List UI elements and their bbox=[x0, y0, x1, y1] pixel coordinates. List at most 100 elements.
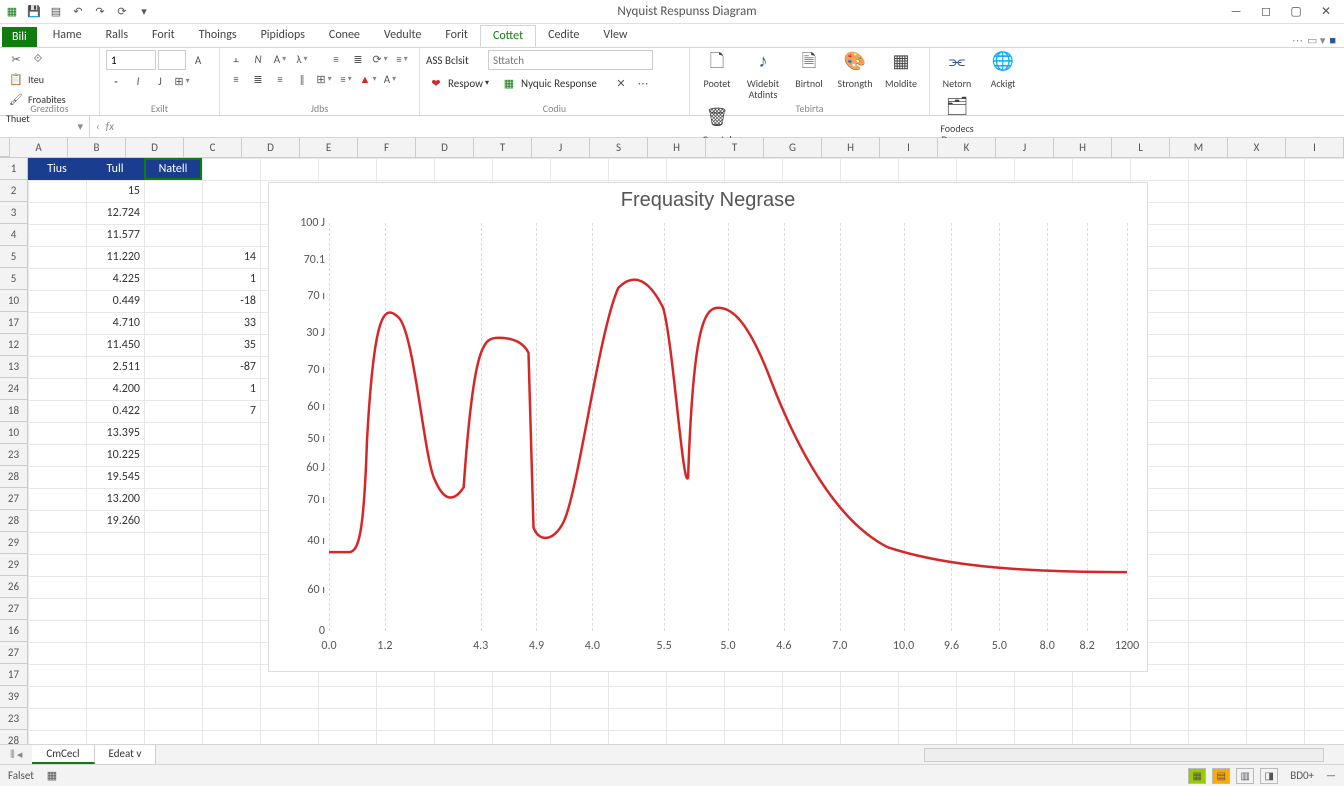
format-icon[interactable]: ≡ bbox=[336, 70, 356, 88]
col-header[interactable]: H bbox=[1054, 138, 1112, 157]
netorn-button[interactable]: ⫘Netorn bbox=[936, 50, 978, 91]
align-icon[interactable]: λ bbox=[292, 50, 312, 68]
save-icon[interactable]: 💾 bbox=[26, 4, 42, 20]
tab-hame[interactable]: Hame bbox=[41, 25, 94, 47]
align-icon[interactable]: N bbox=[248, 50, 268, 68]
copy-icon[interactable]: 📋 bbox=[6, 70, 26, 88]
row-header[interactable]: 27 bbox=[0, 598, 28, 620]
row-header[interactable]: 29 bbox=[0, 532, 28, 554]
cut-icon[interactable]: ✂ bbox=[6, 50, 26, 68]
table-cell[interactable]: 4.225 bbox=[86, 268, 144, 290]
col-header[interactable]: L bbox=[1112, 138, 1170, 157]
col-header[interactable]: T bbox=[474, 138, 532, 157]
increase-icon[interactable]: A bbox=[188, 51, 208, 69]
col-header[interactable]: T bbox=[706, 138, 764, 157]
table-header-cell[interactable]: Natell bbox=[144, 158, 202, 180]
format-icon[interactable]: ⟐ bbox=[28, 50, 48, 68]
row-header[interactable]: 26 bbox=[0, 576, 28, 598]
col-header[interactable]: M bbox=[1170, 138, 1228, 157]
row-header[interactable]: 10 bbox=[0, 422, 28, 444]
row-header[interactable]: 1 bbox=[0, 158, 28, 180]
col-header[interactable]: H bbox=[648, 138, 706, 157]
row-header[interactable]: 23 bbox=[0, 708, 28, 730]
table-cell[interactable]: 12.724 bbox=[86, 202, 144, 224]
tab-cedite[interactable]: Cedite bbox=[536, 25, 591, 47]
tab-vedulte[interactable]: Vedulte bbox=[372, 25, 433, 47]
table-cell[interactable]: 11.577 bbox=[86, 224, 144, 246]
table-cell[interactable]: 1 bbox=[202, 268, 260, 290]
ribbon-help-icon[interactable]: ⋯ bbox=[1292, 34, 1303, 47]
pootet-button[interactable]: 🗋Pootet bbox=[696, 50, 738, 91]
close-button[interactable]: ✕ bbox=[1312, 2, 1340, 22]
file-tab[interactable]: Bili bbox=[2, 27, 37, 47]
search-input[interactable] bbox=[488, 50, 653, 70]
strongth-button[interactable]: 🎨Strongth bbox=[834, 50, 876, 91]
tab-ralls[interactable]: Ralls bbox=[94, 25, 140, 47]
row-header[interactable]: 10 bbox=[0, 290, 28, 312]
chevron-down-icon[interactable]: ▾ bbox=[485, 78, 489, 88]
sheet-nav-prev-icon[interactable]: ◂ bbox=[17, 748, 23, 762]
row-header[interactable]: 28 bbox=[0, 730, 28, 744]
table-cell[interactable]: 10.225 bbox=[86, 444, 144, 466]
chevron-icon[interactable]: ❤ bbox=[426, 74, 446, 92]
table-cell[interactable]: 0.422 bbox=[86, 400, 144, 422]
table-cell[interactable]: 4.200 bbox=[86, 378, 144, 400]
wrap-icon[interactable]: ≡ bbox=[392, 50, 412, 68]
row-header[interactable]: 24 bbox=[0, 378, 28, 400]
paste-label[interactable]: Iteu bbox=[28, 73, 44, 86]
align-right-icon[interactable]: ≡ bbox=[270, 70, 290, 88]
col-header[interactable]: I bbox=[880, 138, 938, 157]
spreadsheet-grid[interactable]: ABDCDEFDTJSHTGHIKJHLMXI 1234551017121324… bbox=[0, 138, 1344, 744]
row-header[interactable]: 16 bbox=[0, 620, 28, 642]
redo-icon[interactable]: ↷ bbox=[92, 4, 108, 20]
table-cell[interactable]: 1 bbox=[202, 378, 260, 400]
minimize-button[interactable]: — bbox=[1222, 2, 1250, 22]
tab-pipidiops[interactable]: Pipidiops bbox=[249, 25, 317, 47]
birtnol-button[interactable]: 🗎Birtnol bbox=[788, 50, 830, 91]
col-header[interactable]: D bbox=[126, 138, 184, 157]
orient-icon[interactable]: ⟳ bbox=[370, 50, 390, 68]
row-header[interactable]: 28 bbox=[0, 510, 28, 532]
view-layout-icon[interactable]: ▤ bbox=[1212, 768, 1230, 784]
col-header[interactable]: G bbox=[764, 138, 822, 157]
widebit-button[interactable]: ♪Widebit Atdints bbox=[742, 50, 784, 102]
macro-icon[interactable]: ▦ bbox=[42, 767, 62, 785]
table-cell[interactable]: 7 bbox=[202, 400, 260, 422]
tab-thoings[interactable]: Thoings bbox=[187, 25, 249, 47]
table-cell[interactable]: 19.545 bbox=[86, 466, 144, 488]
zoom-slider[interactable]: — bbox=[1326, 769, 1336, 782]
sheet-tab[interactable]: CmCecl bbox=[32, 745, 94, 764]
row-header[interactable]: 3 bbox=[0, 202, 28, 224]
table-cell[interactable]: 33 bbox=[202, 312, 260, 334]
row-header[interactable]: 2 bbox=[0, 180, 28, 202]
align-top-icon[interactable]: ≡ bbox=[326, 50, 346, 68]
fx-cancel-icon[interactable]: ‹ bbox=[96, 120, 100, 133]
table-cell[interactable]: -87 bbox=[202, 356, 260, 378]
chart-object[interactable]: Frequasity Negrase 100 J70.170 ı30 J70 ı… bbox=[268, 182, 1148, 672]
row-header[interactable]: 5 bbox=[0, 268, 28, 290]
row-header[interactable]: 5 bbox=[0, 246, 28, 268]
view-normal-icon[interactable]: ▦ bbox=[1188, 768, 1206, 784]
table-cell[interactable]: 11.450 bbox=[86, 334, 144, 356]
col-header[interactable]: D bbox=[242, 138, 300, 157]
align-left-icon[interactable]: ≡ bbox=[226, 70, 246, 88]
row-header[interactable]: 23 bbox=[0, 444, 28, 466]
table-cell[interactable]: 13.200 bbox=[86, 488, 144, 510]
restore-button[interactable]: ◻ bbox=[1252, 2, 1280, 22]
horizontal-scrollbar[interactable] bbox=[924, 748, 1324, 762]
table-cell[interactable]: 15 bbox=[86, 180, 144, 202]
col-header[interactable]: J bbox=[996, 138, 1054, 157]
underline-icon[interactable]: J bbox=[150, 72, 170, 90]
row-header[interactable]: 17 bbox=[0, 664, 28, 686]
doc-icon[interactable]: ▤ bbox=[48, 4, 64, 20]
tab-vlew[interactable]: Vlew bbox=[591, 25, 639, 47]
font-select[interactable] bbox=[106, 50, 156, 70]
col-header[interactable]: B bbox=[68, 138, 126, 157]
row-header[interactable]: 13 bbox=[0, 356, 28, 378]
row-header[interactable]: 27 bbox=[0, 642, 28, 664]
col-header[interactable]: A bbox=[10, 138, 68, 157]
row-header[interactable]: 4 bbox=[0, 224, 28, 246]
fx-icon[interactable]: fx bbox=[106, 120, 114, 133]
row-header[interactable]: 29 bbox=[0, 554, 28, 576]
ribbon-color-icon[interactable]: ■ bbox=[1329, 34, 1336, 47]
